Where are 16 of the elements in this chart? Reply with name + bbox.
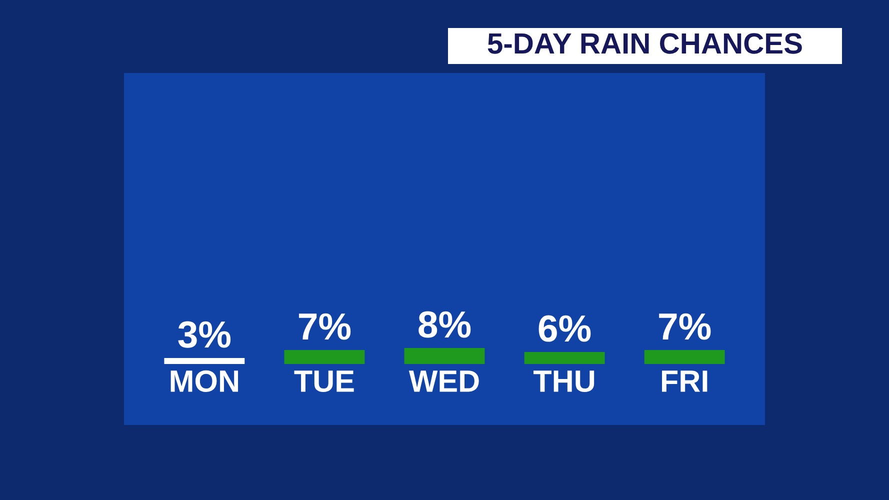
x-tick-label: TUE	[294, 370, 354, 392]
x-tick-label: MON	[170, 370, 238, 392]
bar	[404, 348, 485, 364]
x-tick-label: FRI	[662, 370, 708, 392]
bar	[524, 352, 605, 364]
data-label: 3%	[178, 321, 231, 348]
x-tick-label: WED	[408, 370, 479, 392]
data-label: 7%	[298, 313, 351, 340]
bar	[284, 350, 365, 364]
data-label: 6%	[538, 315, 591, 342]
x-tick-label: THU	[533, 370, 594, 392]
data-label: 7%	[659, 313, 711, 340]
data-label: 8%	[418, 311, 471, 338]
bar	[164, 358, 245, 364]
chart-title: 5-DAY RAIN CHANCES	[488, 33, 802, 54]
bar	[644, 350, 725, 364]
